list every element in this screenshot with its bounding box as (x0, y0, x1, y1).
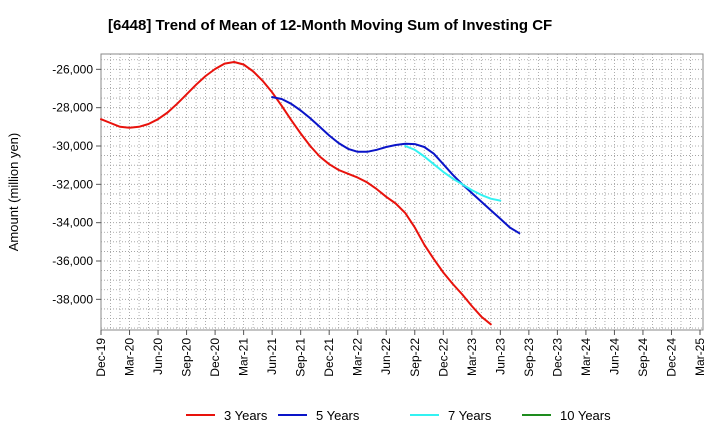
series-line-5-years (271, 96, 521, 235)
x-axis: Dec-19 Mar-20 Jun-20 Sep-20 Dec-20 Mar-21 Jun-… (94, 330, 707, 377)
x-tick-label: Jun-22 (379, 338, 393, 375)
x-tick-label: Mar-21 (237, 338, 251, 376)
plot-area (100, 53, 704, 331)
x-tick-label: Sep-23 (522, 338, 536, 377)
x-tick-label: Jun-21 (265, 338, 279, 375)
x-tick-label: Sep-20 (180, 338, 194, 377)
x-tick-label: Dec-22 (436, 338, 450, 377)
x-tick-label: Dec-24 (664, 338, 678, 377)
legend-label: 3 Years (224, 408, 268, 423)
x-tick-label: Dec-19 (94, 338, 108, 377)
y-axis: -26,000 -28,000 -30,000 -32,000 -34,000 -36,0… (52, 62, 101, 306)
x-tick-label: Mar-24 (579, 338, 593, 376)
y-tick-label: -36,000 (52, 254, 93, 268)
x-tick-label: Dec-21 (322, 338, 336, 377)
y-tick-label: -26,000 (52, 62, 93, 76)
y-tick-label: -34,000 (52, 216, 93, 230)
x-tick-label: Mar-25 (693, 338, 707, 376)
x-tick-label: Mar-23 (465, 338, 479, 376)
legend-label: 10 Years (560, 408, 611, 423)
x-tick-label: Sep-21 (294, 338, 308, 377)
series-group (100, 61, 521, 326)
x-tick-label: Jun-24 (607, 338, 621, 375)
grid (101, 54, 703, 330)
x-tick-label: Jun-20 (151, 338, 165, 375)
legend: 3 Years 5 Years 7 Years 10 Years (186, 408, 611, 423)
x-tick-label: Dec-23 (550, 338, 564, 377)
legend-label: 5 Years (316, 408, 360, 423)
y-tick-label: -32,000 (52, 177, 93, 191)
series-line-7-years (404, 145, 502, 202)
x-tick-label: Jun-23 (493, 338, 507, 375)
x-tick-label: Mar-20 (123, 338, 137, 376)
legend-label: 7 Years (448, 408, 492, 423)
y-tick-label: -38,000 (52, 292, 93, 306)
y-tick-label: -30,000 (52, 139, 93, 153)
x-tick-label: Dec-20 (208, 338, 222, 377)
series-line-3-years (100, 61, 492, 326)
x-tick-label: Sep-24 (636, 338, 650, 377)
chart-title: [6448] Trend of Mean of 12-Month Moving … (108, 17, 552, 34)
x-tick-label: Mar-22 (351, 338, 365, 376)
y-axis-label: Amount (million yen) (6, 133, 21, 252)
y-tick-label: -28,000 (52, 101, 93, 115)
x-tick-label: Sep-22 (408, 338, 422, 377)
